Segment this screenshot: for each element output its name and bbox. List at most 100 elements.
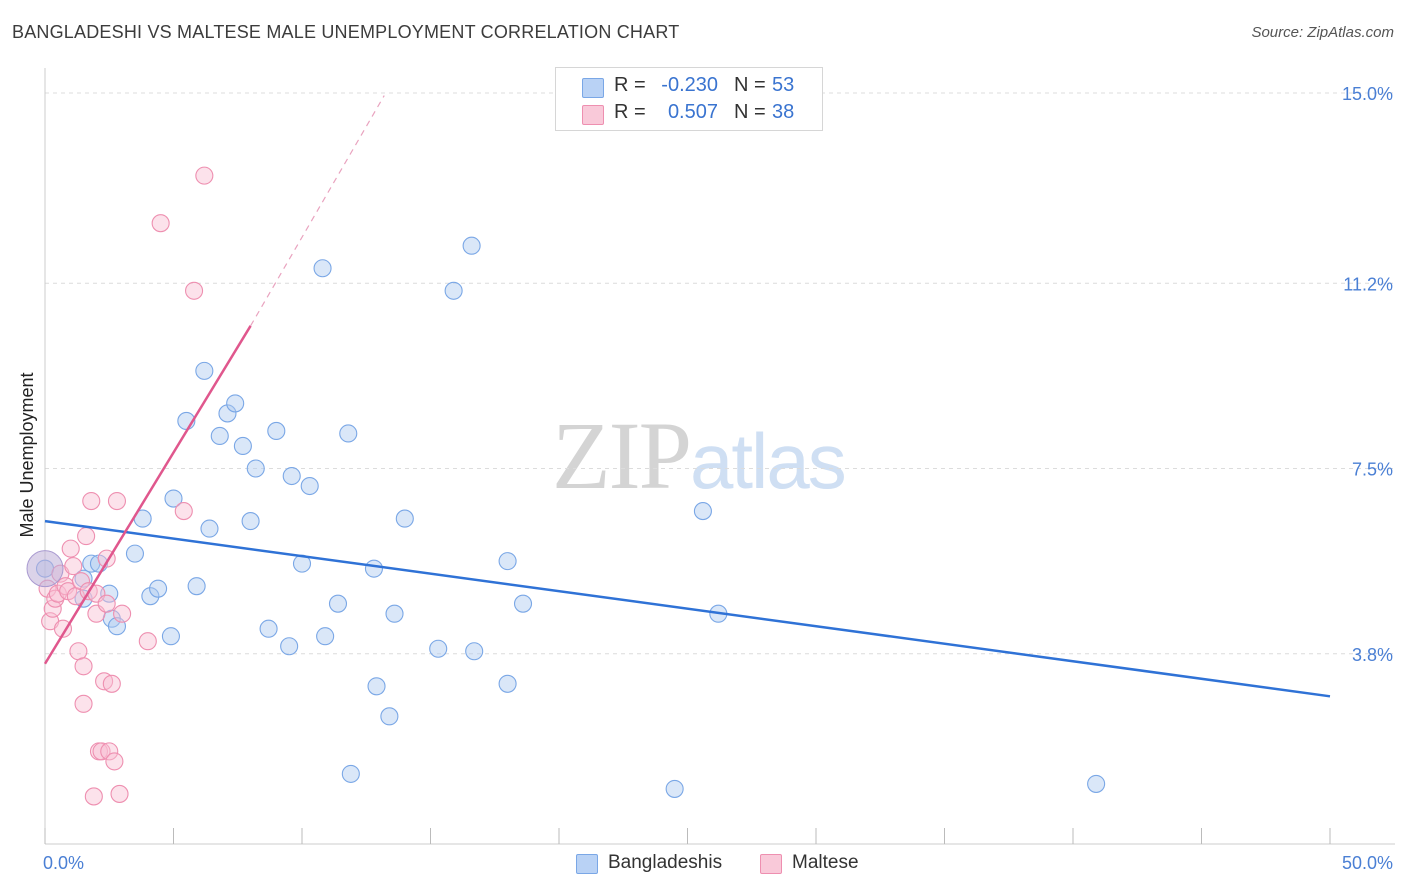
bangladeshi-point: [1087, 774, 1106, 793]
maltese-point: [61, 539, 80, 558]
bangladeshi-trend-line: [44, 519, 1331, 698]
bangladeshi-point: [282, 466, 301, 486]
maltese-point: [97, 594, 116, 613]
legend-r-value: -0.230: [661, 74, 718, 96]
bangladeshi-point: [300, 476, 319, 496]
bangladeshi-point: [226, 394, 245, 413]
bangladeshi-point: [465, 642, 484, 661]
watermark-atlas: atlas: [690, 417, 847, 505]
bangladeshi-point: [187, 577, 206, 596]
bangladeshi-point: [313, 259, 332, 278]
legend-r-label: R =: [614, 101, 646, 123]
maltese-point: [105, 752, 124, 771]
maltese-point: [92, 742, 111, 761]
label-layer: 3.8% 7.5% 11.2% 15.0% 0.0% 50.0% Male Unemploy…: [17, 84, 1393, 873]
series-legend: Bangladeshis Maltese: [0, 852, 1406, 878]
bangladeshi-point: [513, 594, 533, 613]
bangladeshi-point: [341, 764, 360, 783]
bangladeshi-point: [693, 502, 712, 521]
y-tick-label: 11.2%: [1343, 274, 1393, 294]
maltese-point: [100, 742, 119, 761]
bangladeshi-point: [498, 552, 517, 571]
x-tick-label-min: 0.0%: [43, 853, 84, 873]
maltese-point: [195, 166, 214, 185]
chart-source: Source: ZipAtlas.com: [1251, 24, 1394, 41]
bangladeshi-point: [367, 677, 386, 696]
maltese-point: [185, 281, 204, 300]
bangladeshi-point: [149, 579, 168, 598]
bangladeshi-point: [380, 707, 399, 726]
bangladeshi-point: [316, 627, 335, 646]
maltese-point: [151, 214, 170, 233]
zipatlas-watermark: ZIPatlas: [552, 400, 847, 511]
maltese-point: [174, 502, 193, 521]
legend-n-value: 38: [772, 101, 795, 123]
legend-n-label: N =: [734, 101, 766, 123]
bangladeshi-point: [395, 509, 414, 528]
bangladeshi-point: [161, 627, 180, 646]
legend-r-label: R =: [614, 74, 646, 96]
maltese-point: [84, 787, 103, 806]
aggregate-point: [26, 550, 64, 588]
legend-swatch-maltese: [760, 854, 782, 874]
bangladeshi-point: [280, 637, 299, 656]
y-tick-label: 15.0%: [1342, 84, 1393, 104]
correlation-legend: R = -0.230 N = 53 R = 0.507 N = 38: [555, 67, 823, 131]
maltese-point: [71, 572, 91, 591]
maltese-point: [82, 492, 101, 511]
maltese-point: [74, 657, 93, 676]
legend-n-value: 53: [772, 74, 795, 96]
bangladeshi-point: [498, 674, 517, 693]
y-axis-title: Male Unemployment: [17, 372, 37, 537]
bangladeshi-point: [444, 281, 463, 300]
bangladeshi-point: [267, 421, 286, 441]
trend-layer: [43, 95, 1331, 698]
bangladeshi-point: [462, 236, 481, 255]
maltese-trend-extension: [250, 95, 385, 327]
bangladeshi-point: [385, 604, 404, 623]
maltese-point: [53, 619, 73, 638]
chart-title: BANGLADESHI VS MALTESE MALE UNEMPLOYMENT…: [12, 22, 680, 42]
bangladeshi-point: [665, 779, 684, 798]
bangladeshi-point: [241, 512, 260, 531]
bangladeshi-point: [429, 639, 448, 658]
bangladeshi-point: [195, 361, 214, 380]
legend-label-bangladeshis: Bangladeshis: [608, 852, 723, 873]
watermark-zip: ZIP: [552, 402, 692, 509]
maltese-point: [48, 584, 67, 603]
x-tick-label-max: 50.0%: [1342, 853, 1393, 873]
bangladeshi-point: [200, 519, 219, 538]
legend-swatch-bangladeshis: [576, 854, 598, 874]
legend-swatch-maltese: [582, 105, 604, 125]
legend-r-value: 0.507: [667, 101, 718, 123]
bangladeshi-point: [125, 544, 144, 563]
maltese-point: [138, 632, 157, 651]
points-layer: [26, 166, 1106, 806]
grid-layer: [45, 92, 1395, 655]
maltese-point: [77, 527, 96, 546]
y-tick-label: 3.8%: [1352, 645, 1393, 665]
axis-layer: [44, 68, 1395, 845]
maltese-point: [107, 492, 127, 511]
legend-row-bangladeshis: R = -0.230 N = 53: [556, 74, 822, 100]
bangladeshi-point: [210, 426, 229, 446]
legend-n-label: N =: [734, 74, 766, 96]
maltese-point: [74, 694, 93, 713]
bangladeshi-point: [141, 587, 160, 606]
bangladeshi-point: [339, 424, 358, 443]
maltese-point: [64, 557, 83, 576]
bangladeshi-point: [218, 404, 237, 423]
maltese-point: [69, 642, 88, 661]
legend-label-maltese: Maltese: [792, 852, 859, 873]
bangladeshi-point: [364, 559, 384, 578]
bangladeshi-point: [164, 489, 183, 508]
legend-row-maltese: R = 0.507 N = 38: [556, 101, 822, 127]
bangladeshi-point: [259, 619, 278, 638]
maltese-trend-line: [43, 325, 252, 665]
bangladeshi-point: [246, 459, 265, 478]
legend-swatch-bangladeshis: [582, 78, 604, 98]
maltese-point: [113, 604, 132, 623]
bangladeshi-point: [328, 594, 348, 613]
bangladeshi-point: [233, 436, 252, 456]
